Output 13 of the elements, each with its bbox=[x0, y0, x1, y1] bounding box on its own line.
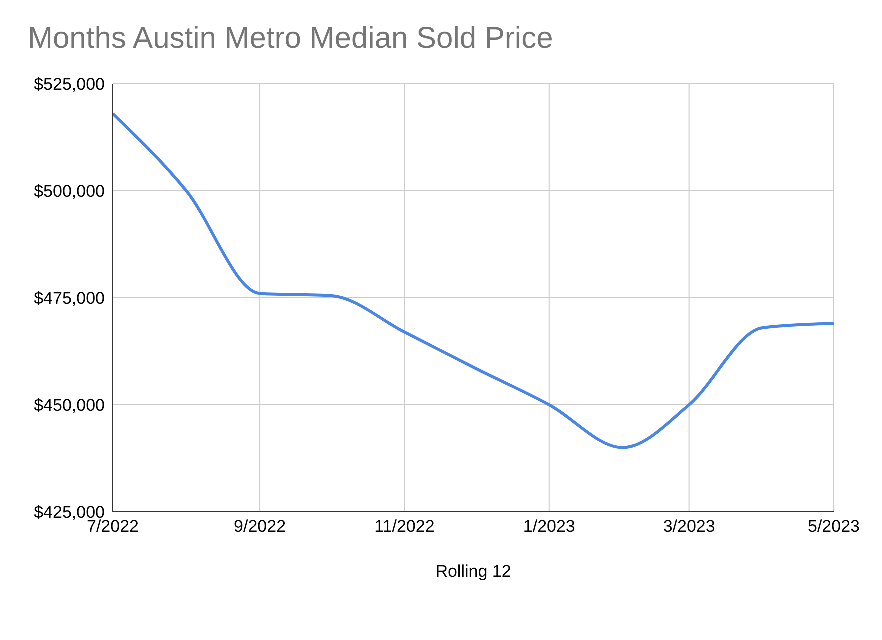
line-series bbox=[113, 112, 834, 450]
x-tick-label: 11/2022 bbox=[374, 517, 435, 536]
y-tick-label: $525,000 bbox=[34, 75, 105, 94]
y-tick-label: $450,000 bbox=[34, 396, 105, 416]
x-tick-label: 3/2023 bbox=[663, 517, 716, 536]
x-tick-label: 7/2022 bbox=[87, 517, 139, 536]
x-tick-label: 9/2022 bbox=[234, 517, 286, 536]
y-tick-label: $475,000 bbox=[34, 289, 105, 308]
x-axis-title: Rolling 12 bbox=[436, 562, 512, 581]
chart-title: Months Austin Metro Median Sold Price bbox=[27, 21, 554, 57]
y-tick-label: $500,000 bbox=[34, 182, 105, 202]
x-tick-label: 5/2023 bbox=[808, 517, 860, 536]
x-tick-label: 1/2023 bbox=[523, 517, 576, 536]
